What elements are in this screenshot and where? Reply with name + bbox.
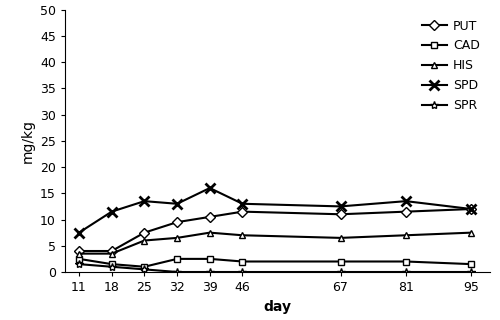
HIS [338, 236, 344, 240]
PUT [142, 231, 148, 235]
PUT [207, 215, 213, 219]
PUT [240, 210, 246, 213]
HIS [142, 239, 148, 243]
PUT [468, 207, 474, 211]
Y-axis label: mg/kg: mg/kg [20, 119, 34, 163]
PUT [76, 249, 82, 253]
HIS [108, 252, 114, 256]
PUT [403, 210, 409, 213]
CAD [174, 257, 180, 261]
Line: PUT: PUT [76, 205, 475, 254]
CAD [403, 260, 409, 263]
CAD [240, 260, 246, 263]
Legend: PUT, CAD, HIS, SPD, SPR: PUT, CAD, HIS, SPD, SPR [418, 16, 484, 116]
SPD [76, 231, 82, 235]
SPR [403, 270, 409, 274]
SPR [338, 270, 344, 274]
PUT [174, 220, 180, 224]
SPD [207, 186, 213, 190]
SPR [142, 268, 148, 271]
HIS [207, 231, 213, 235]
Line: SPD: SPD [74, 183, 476, 237]
SPR [76, 262, 82, 266]
PUT [338, 212, 344, 216]
HIS [403, 233, 409, 237]
CAD [142, 265, 148, 269]
CAD [468, 262, 474, 266]
Line: SPR: SPR [75, 260, 475, 276]
Line: CAD: CAD [76, 255, 475, 270]
CAD [207, 257, 213, 261]
SPD [338, 204, 344, 208]
SPD [142, 199, 148, 203]
SPD [174, 202, 180, 206]
CAD [338, 260, 344, 263]
SPR [207, 270, 213, 274]
HIS [240, 233, 246, 237]
CAD [108, 262, 114, 266]
SPD [468, 207, 474, 211]
SPR [174, 270, 180, 274]
HIS [174, 236, 180, 240]
SPR [240, 270, 246, 274]
SPD [108, 210, 114, 213]
X-axis label: day: day [264, 300, 291, 314]
SPR [468, 270, 474, 274]
CAD [76, 257, 82, 261]
PUT [108, 249, 114, 253]
HIS [76, 252, 82, 256]
Line: HIS: HIS [76, 229, 475, 257]
SPD [240, 202, 246, 206]
SPR [108, 265, 114, 269]
HIS [468, 231, 474, 235]
SPD [403, 199, 409, 203]
